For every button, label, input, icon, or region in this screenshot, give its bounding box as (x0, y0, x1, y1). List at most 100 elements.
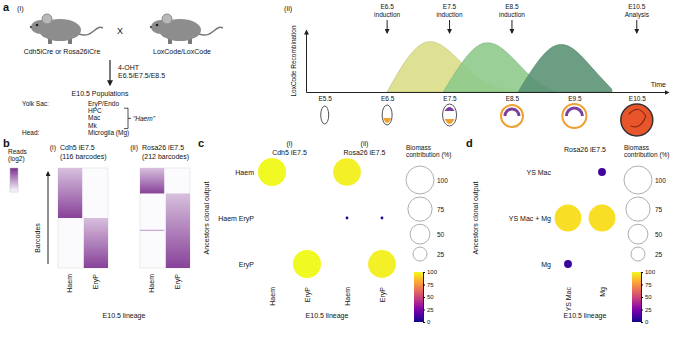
axis-title: E10.5 lineage (306, 312, 349, 320)
embryo-part (505, 109, 519, 116)
embryo (501, 105, 523, 127)
label: Head: (22, 129, 40, 136)
label: X (117, 26, 123, 36)
annotation-arrow (387, 20, 388, 33)
annotation-arrow (636, 20, 637, 33)
mouse-icon (150, 14, 223, 44)
axis-title: Ancestors clonal output (472, 182, 480, 255)
tick: EryP (174, 274, 182, 290)
embryo (443, 104, 457, 126)
embryo (621, 104, 653, 136)
tick: EryP (239, 261, 255, 269)
legend-bubble (631, 247, 645, 261)
mouse-nose (30, 26, 32, 28)
colorbar (10, 168, 18, 192)
label-line: contribution (%) (406, 151, 452, 159)
tick: 100 (423, 269, 438, 275)
label-line: Reads (8, 148, 28, 155)
tick-label: Haem (66, 274, 73, 293)
tick: Haem (66, 274, 73, 293)
tick-label: 25 (645, 307, 652, 313)
tick: E5.5 (319, 92, 333, 102)
label: Yolk Sac: (22, 100, 49, 107)
legend-label: 50 (655, 231, 663, 238)
embryo-icons (321, 104, 653, 136)
panel-label: c (198, 137, 204, 149)
tick-mark (423, 285, 425, 286)
tick: 50 (641, 294, 652, 300)
arrow (109, 60, 110, 85)
tick-label: 100 (645, 269, 656, 275)
axis-arrow (48, 172, 49, 264)
tick: EryP (92, 274, 100, 290)
label: LoxCode/LoxCode (153, 48, 211, 55)
tick: 25 (641, 307, 652, 313)
label-line: contribution (%) (624, 151, 670, 159)
label: E6.5/E7.5/E8.5 (118, 72, 165, 79)
bubble (258, 158, 286, 186)
tick: E10.5 (629, 92, 646, 102)
tick: E6.5 (381, 92, 395, 102)
tick-label: 25 (427, 307, 434, 313)
plot-area (333, 158, 396, 278)
x-axis: E5.5E6.5E7.5E8.5E9.5E10.5 (307, 92, 669, 102)
tick-label: Haem (148, 274, 155, 293)
legend-bubble (626, 197, 650, 221)
x-axis: HaemEryP (269, 287, 312, 306)
tick-mark (423, 322, 425, 323)
tick-label: YS Mac (565, 287, 572, 312)
bubble (381, 217, 384, 220)
bubble (598, 168, 606, 176)
legend-label: 50 (437, 231, 445, 238)
tick: 75 (641, 282, 652, 288)
tick-label: EryP (304, 287, 312, 303)
tick-label: Mg (541, 261, 551, 269)
legend-title: Biomasscontribution (%) (624, 144, 670, 159)
annotation: induction (499, 11, 525, 18)
tick: 100 (641, 269, 656, 275)
mouse-tail (199, 27, 223, 35)
plot-area (387, 42, 612, 92)
subplot-title: Rosa26 iE7.5 (564, 146, 606, 153)
colorbar-axis: 0255075100 (423, 269, 438, 325)
plot-area (258, 158, 321, 278)
tick-mark (423, 272, 425, 273)
axis-title: Barcodes (34, 223, 41, 253)
subpanel-label: (i) (286, 140, 292, 148)
subplot-subtitle: (116 barcodes) (60, 153, 107, 161)
tick: 0 (641, 319, 649, 325)
tick-label: EryP (174, 274, 182, 290)
subplot-title: Rosa26 iE7.5 (343, 149, 385, 156)
legend-bubble (408, 197, 432, 221)
embryo (321, 106, 329, 124)
label: Microglia (Mg) (88, 129, 129, 137)
tick-label: Haem (344, 287, 351, 306)
bubble (333, 158, 361, 186)
tick-label: E10.5 (629, 95, 646, 102)
mouse-ear (162, 14, 172, 24)
bubble (555, 205, 582, 232)
legend-label: 100 (655, 177, 666, 184)
legend-bubble (410, 224, 430, 244)
axis-title: Ancestors clonal output (203, 182, 211, 255)
legend-bubble (406, 166, 434, 194)
bubble (368, 250, 396, 278)
axis-title: LoxCode Recombination (290, 25, 297, 97)
tick-label: E5.5 (319, 95, 333, 102)
mouse-eye (36, 24, 39, 27)
tick-label: E8.5 (506, 95, 520, 102)
plot-area (555, 168, 616, 268)
x-axis: YS MacMg (565, 287, 607, 312)
subpanel-label: (ii) (130, 144, 138, 152)
heatmap-frame (58, 168, 108, 268)
tick: Haem EryP (218, 215, 254, 223)
plot-area (140, 168, 190, 268)
tick: 25 (423, 307, 434, 313)
x-axis: Haem EryP (66, 274, 100, 293)
mouse-nose (150, 26, 152, 28)
annotation: E8.5 (505, 3, 519, 10)
tick: E9.5 (568, 92, 582, 102)
tick-label: 0 (645, 319, 649, 325)
axis-line (306, 31, 307, 93)
tick: YS Mac + Mg (509, 215, 551, 223)
